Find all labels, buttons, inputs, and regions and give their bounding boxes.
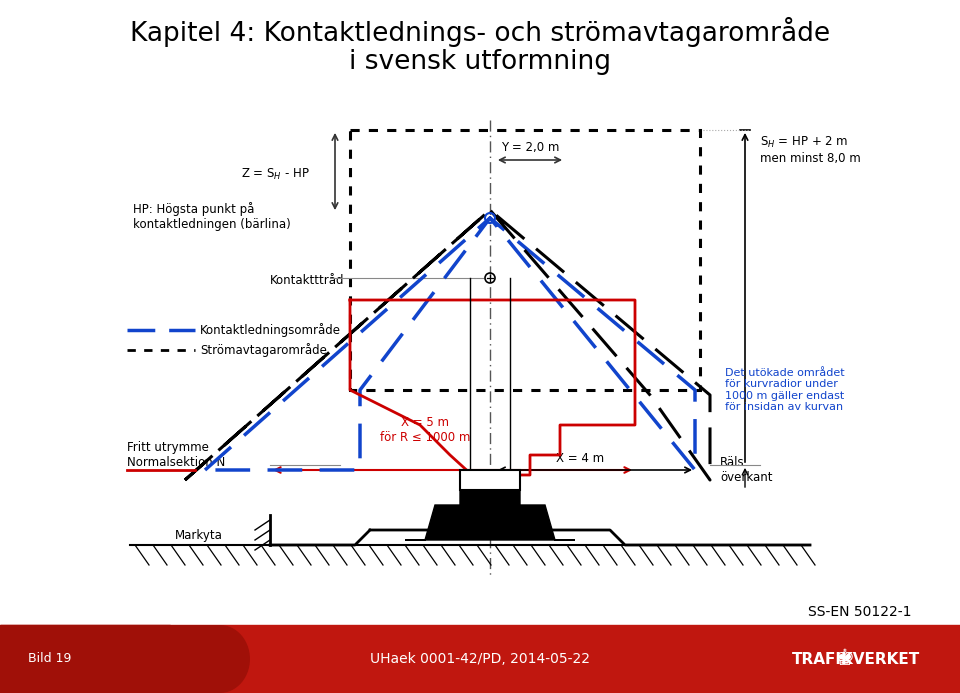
- Bar: [350, 130, 700, 390]
- Bar: [460, 470, 520, 490]
- Text: Strömavtagarområde: Strömavtagarområde: [200, 343, 326, 357]
- Bar: [0, 625, 960, 693]
- Text: Markyta: Markyta: [175, 529, 223, 541]
- Text: Räls
överkant: Räls överkant: [720, 456, 773, 484]
- Text: X = 4 m: X = 4 m: [556, 452, 604, 464]
- Bar: [0, 625, 170, 693]
- Text: i svensk utformning: i svensk utformning: [349, 49, 611, 75]
- Text: SS-EN 50122-1: SS-EN 50122-1: [808, 605, 912, 619]
- Text: Kontaktledningsområde: Kontaktledningsområde: [200, 323, 341, 337]
- Text: S$_H$ = HP + 2 m
men minst 8,0 m: S$_H$ = HP + 2 m men minst 8,0 m: [760, 135, 861, 165]
- Text: ♚: ♚: [835, 649, 855, 669]
- Polygon shape: [170, 625, 220, 693]
- Text: UHaek 0001-42/PD, 2014-05-22: UHaek 0001-42/PD, 2014-05-22: [370, 652, 590, 666]
- Text: Kapitel 4: Kontaktlednings- och strömavtagarområde: Kapitel 4: Kontaktlednings- och strömavt…: [130, 17, 830, 47]
- Polygon shape: [405, 475, 575, 540]
- Polygon shape: [170, 625, 250, 693]
- Text: Y = 2,0 m: Y = 2,0 m: [501, 141, 559, 155]
- Text: Kontaktttråd: Kontaktttråd: [270, 274, 345, 286]
- Text: X = 5 m
för R ≤ 1000 m: X = 5 m för R ≤ 1000 m: [380, 416, 470, 444]
- Text: Z = S$_H$ - HP: Z = S$_H$ - HP: [241, 166, 309, 182]
- Text: HP: Högsta punkt på
kontaktledningen (bärlina): HP: Högsta punkt på kontaktledningen (bä…: [133, 202, 291, 231]
- Text: Fritt utrymme
Normalsektion N: Fritt utrymme Normalsektion N: [127, 441, 226, 469]
- Text: TRAFIKVERKET: TRAFIKVERKET: [792, 651, 920, 667]
- Text: Bild 19: Bild 19: [28, 653, 71, 665]
- Text: Det utökade området
för kurvradior under
1000 m gäller endast
för insidan av kur: Det utökade området för kurvradior under…: [725, 367, 845, 412]
